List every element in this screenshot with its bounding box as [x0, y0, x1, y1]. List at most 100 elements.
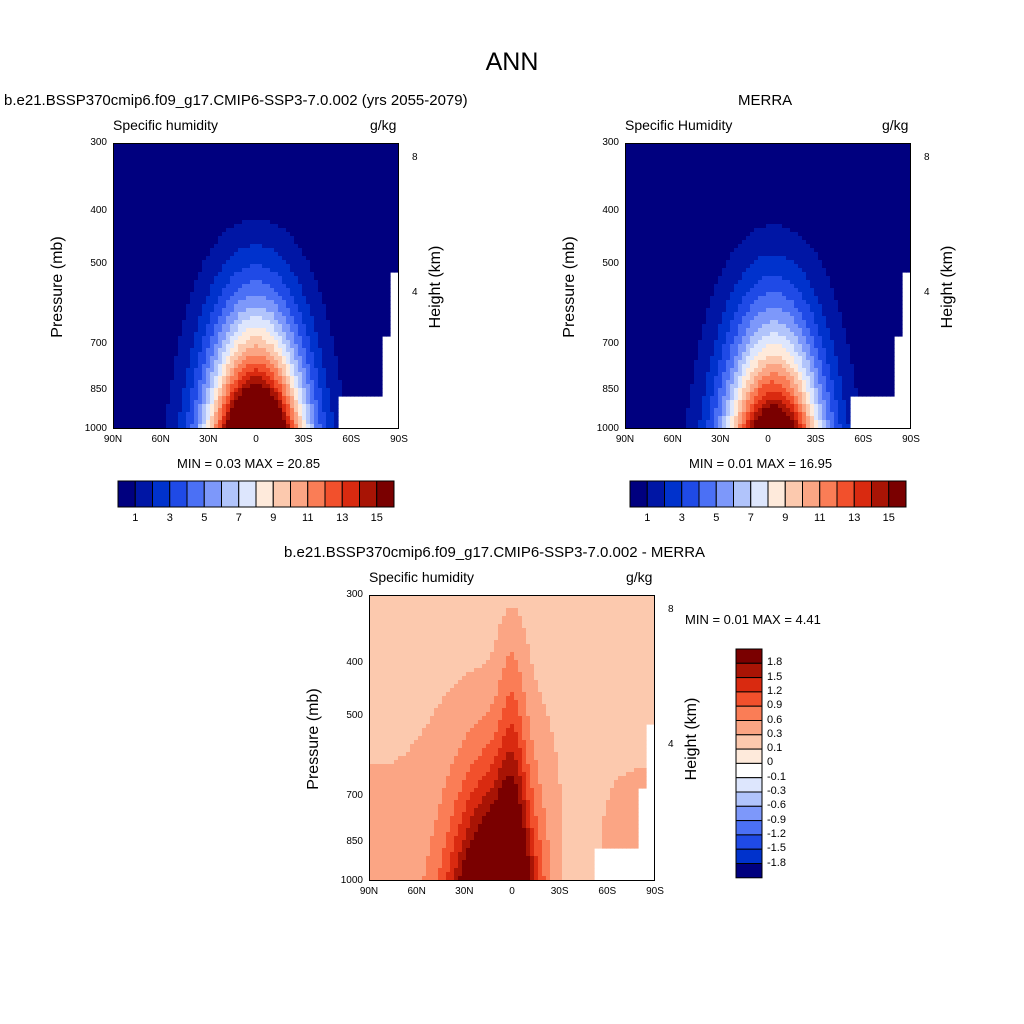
panel2-field-cell [834, 144, 839, 149]
panel1-field-cell [190, 356, 195, 361]
panel1-field-cell [254, 396, 259, 401]
panel1-field-cell [194, 424, 199, 428]
panel1-field-cell [226, 224, 231, 229]
panel1-field-cell [274, 384, 279, 389]
panel1-field-cell [158, 388, 163, 393]
panel1-field-cell [314, 144, 319, 149]
panel1-field-cell [206, 372, 211, 377]
panel1-field-cell [254, 224, 259, 229]
panel1-field-cell [146, 344, 151, 349]
panel1-field-cell [350, 204, 355, 209]
panel1-field-cell [358, 288, 363, 293]
panel1-field-cell [194, 252, 199, 257]
panel1-field-cell [374, 228, 379, 233]
panel1-field-cell [194, 148, 199, 153]
panel1-field-cell [254, 220, 259, 225]
panel1-field-cell [178, 380, 183, 385]
panel1-field-cell [382, 244, 387, 249]
panel1-field-cell [278, 276, 283, 281]
panel2-field-cell [626, 144, 631, 149]
panel1-field-cell [230, 396, 235, 401]
panel1-field-cell [342, 324, 347, 329]
panel1-field-cell [178, 184, 183, 189]
panel1-field-cell [246, 380, 251, 385]
panel1-field-cell [186, 420, 191, 425]
panel1-field-cell [358, 224, 363, 229]
panel1-field-cell [262, 168, 267, 173]
panel1-field-cell [150, 208, 155, 213]
panel1-field-cell [206, 236, 211, 241]
panel1-field-cell [218, 392, 223, 397]
panel2-field-cell [650, 144, 655, 149]
panel1-field-cell [222, 420, 227, 425]
panel1-field-cell [338, 216, 343, 221]
panel1-field-cell [322, 228, 327, 233]
panel1-field-cell [350, 360, 355, 365]
panel1-field-cell [174, 144, 179, 149]
panel1-field-cell [210, 248, 215, 253]
panel1-field-cell [210, 308, 215, 313]
panel1-field-cell [142, 400, 147, 405]
panel1-field-cell [318, 240, 323, 245]
panel1-field-cell [158, 340, 163, 345]
panel1-field-cell [114, 184, 119, 189]
panel1-ytick-label: 400 [90, 205, 107, 217]
panel1-field-cell [286, 340, 291, 345]
panel1-field-cell [218, 156, 223, 161]
panel1-field-cell [266, 356, 271, 361]
panel1-field-cell [294, 308, 299, 313]
panel1-field-cell [154, 416, 159, 421]
panel1-field-cell [362, 248, 367, 253]
panel1-field-cell [286, 152, 291, 157]
panel1-field-cell [314, 168, 319, 173]
panel1-field-cell [114, 380, 119, 385]
panel1-field-cell [294, 148, 299, 153]
panel1-field-cell [302, 196, 307, 201]
panel1-field-cell [122, 188, 127, 193]
panel1-field-cell [346, 156, 351, 161]
panel1-field-cell [334, 304, 339, 309]
panel1-field-cell [326, 192, 331, 197]
panel1-field-cell [130, 336, 135, 341]
panel1-field-cell [310, 356, 315, 361]
panel1-field-cell [246, 272, 251, 277]
panel1-field-cell [126, 328, 131, 333]
panel1-field-cell [150, 288, 155, 293]
panel1-field-cell [266, 164, 271, 169]
panel1-field-cell [286, 316, 291, 321]
panel1-field-cell [358, 364, 363, 369]
panel1-field-cell [198, 340, 203, 345]
panel1-field-cell [230, 144, 235, 149]
panel1-field-cell [222, 160, 227, 165]
panel1-field-cell [350, 340, 355, 345]
panel1-field-cell [314, 368, 319, 373]
panel1-field-cell [174, 296, 179, 301]
panel1-field-cell [178, 384, 183, 389]
panel1-field-cell [314, 232, 319, 237]
panel1-field-cell [334, 372, 339, 377]
panel1-field-cell [230, 192, 235, 197]
panel1-field-cell [178, 188, 183, 193]
panel1-field-cell [370, 268, 375, 273]
panel1-field-cell [334, 360, 339, 365]
panel1-field-cell [158, 384, 163, 389]
panel1-field-cell [138, 268, 143, 273]
panel1-field-cell [182, 228, 187, 233]
panel1-field-cell [350, 312, 355, 317]
panel1-field-cell [202, 384, 207, 389]
panel1-field-cell [318, 412, 323, 417]
panel1-field-cell [210, 276, 215, 281]
panel1-xtick-label: 30S [294, 434, 313, 445]
panel1-field-cell [330, 256, 335, 261]
panel1-field-cell [302, 208, 307, 213]
panel1-field-cell [166, 252, 171, 257]
panel1-field-cell [142, 232, 147, 237]
panel1-field-cell [186, 320, 191, 325]
panel1-field-cell [154, 220, 159, 225]
panel1-field-cell [358, 264, 363, 269]
panel1-field-cell [358, 304, 363, 309]
panel1-field-cell [394, 180, 398, 185]
panel1-field-cell [190, 412, 195, 417]
panel1-field-cell [262, 236, 267, 241]
panel2-field-cell [750, 148, 755, 153]
